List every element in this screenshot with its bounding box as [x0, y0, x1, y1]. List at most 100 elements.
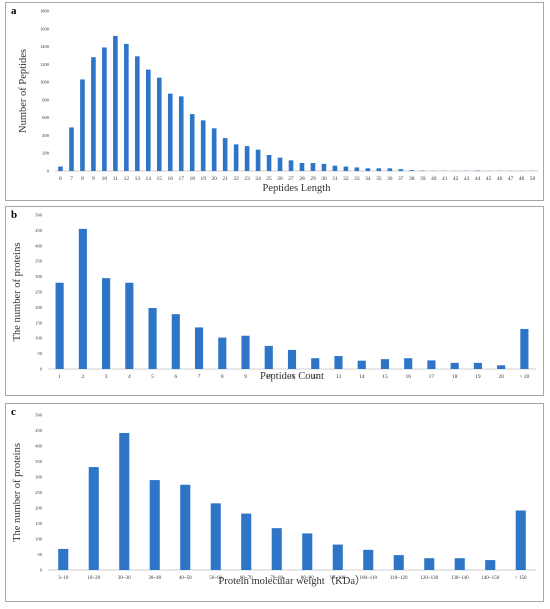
y-tick-label: 300 [35, 274, 43, 279]
x-tick-label: 22 [233, 176, 239, 182]
bar [334, 356, 343, 369]
bar [424, 558, 435, 570]
x-tick-label: 18 [452, 374, 458, 380]
x-tick-label: 39 [420, 176, 426, 182]
x-tick-label: 47 [508, 176, 514, 182]
y-tick-label: 300 [35, 475, 43, 480]
y-tick-label: 400 [42, 133, 50, 138]
x-tick-label: 48 [519, 176, 525, 182]
bar [380, 359, 390, 369]
bar [354, 167, 360, 171]
x-tick-label: 33 [354, 176, 360, 182]
x-tick-label: 17 [429, 374, 435, 380]
x-tick-label: 7 [198, 374, 201, 380]
x-tick-label: 45 [486, 176, 492, 182]
x-axis-title: Protein molecular weight（KDa） [219, 575, 366, 587]
x-tick-label: 50~60 [209, 576, 222, 581]
x-tick-label: 30 [321, 176, 327, 182]
x-tick-label: 13 [336, 374, 342, 380]
x-tick-label: 31 [332, 176, 338, 182]
bar [156, 77, 162, 171]
x-tick-label: 70~80 [270, 576, 283, 581]
y-tick-label: 350 [35, 459, 43, 464]
x-tick-label: 10 [102, 176, 108, 182]
x-tick-label: 43 [464, 176, 470, 182]
y-tick-label: 1200 [40, 62, 50, 67]
x-tick-label: 21 [222, 176, 228, 182]
bar [222, 138, 228, 171]
bar [244, 146, 250, 171]
x-tick-label: 80~90 [301, 576, 314, 581]
y-tick-label: 250 [35, 290, 43, 295]
x-tick-label: 14 [146, 176, 152, 182]
y-tick-label: 800 [42, 97, 50, 102]
molecular-weight-chart: 0 50 100 150 200 250 300 350 400 450 500 3~10 10~20 2… [12, 413, 536, 587]
x-tick-label: 90~100 [330, 576, 346, 581]
x-tick-label: 30~40 [148, 576, 161, 581]
x-tick-label: 29 [310, 176, 316, 182]
x-tick-label: 10 [266, 374, 272, 380]
bar [288, 160, 294, 171]
bar [266, 155, 272, 171]
x-tick-label: 28 [299, 176, 305, 182]
bar [357, 360, 366, 369]
x-tick-label: 12 [312, 374, 318, 380]
x-tick-label: 16 [405, 374, 411, 380]
bar [135, 56, 140, 172]
x-tick-label: 2 [81, 374, 84, 380]
y-tick-label: 350 [35, 259, 43, 264]
x-tick-label: 40 [431, 176, 437, 182]
bar [58, 166, 63, 171]
bar [332, 165, 338, 171]
bar [404, 358, 413, 369]
bar [148, 308, 157, 369]
y-tick-label: 500 [35, 213, 43, 218]
x-tick-label: 50 [530, 176, 536, 182]
y-tick-label: 250 [35, 490, 43, 495]
bar [363, 549, 374, 570]
x-tick-label: 60~70 [240, 576, 253, 581]
bar [210, 503, 221, 570]
bar [194, 327, 204, 369]
panel-label: b [11, 209, 18, 221]
y-tick-label: 200 [35, 506, 43, 511]
x-tick-label: 4 [128, 374, 131, 380]
x-axis-title: Peptides Length [263, 183, 332, 194]
bar [171, 314, 180, 369]
bar [473, 362, 482, 369]
bar [124, 43, 129, 172]
y-tick-label: 500 [35, 413, 43, 418]
x-tick-label: 34 [365, 176, 371, 182]
y-tick-label: 450 [35, 428, 43, 433]
bar [102, 278, 111, 369]
x-tick-label: 36 [387, 176, 393, 182]
x-tick-label: 20 [211, 176, 217, 182]
bar [218, 337, 227, 369]
bar [264, 345, 273, 369]
y-tick-label: 150 [35, 320, 43, 325]
y-tick-label: 1800 [40, 9, 50, 14]
x-tick-label: 20 [498, 374, 504, 380]
x-tick-label: 18 [189, 176, 195, 182]
bar [515, 510, 526, 570]
y-tick-label: 1400 [40, 44, 50, 49]
x-tick-label: 35 [376, 176, 382, 182]
bar [80, 79, 85, 171]
y-axis-title: The number of proteins [12, 443, 23, 542]
bar [102, 47, 107, 171]
panel-b: b 0 50 100 150 200 250 300 350 400 450 500 1 2 3 4 5 6 7 8… [5, 206, 544, 396]
y-tick-label: 0 [47, 169, 50, 174]
x-tick-label: 110~120 [390, 576, 408, 581]
y-tick-label: 450 [35, 228, 43, 233]
x-tick-label: 11 [289, 374, 295, 380]
bar [255, 149, 261, 171]
bar [119, 432, 130, 570]
bar [211, 128, 217, 171]
y-axis-title: The number of proteins [12, 243, 23, 342]
bar [55, 282, 64, 369]
x-tick-label: 7 [70, 176, 73, 182]
bar [241, 335, 250, 369]
x-tick-label: 32 [343, 176, 349, 182]
x-tick-label: 16 [168, 176, 174, 182]
bar [376, 168, 382, 171]
